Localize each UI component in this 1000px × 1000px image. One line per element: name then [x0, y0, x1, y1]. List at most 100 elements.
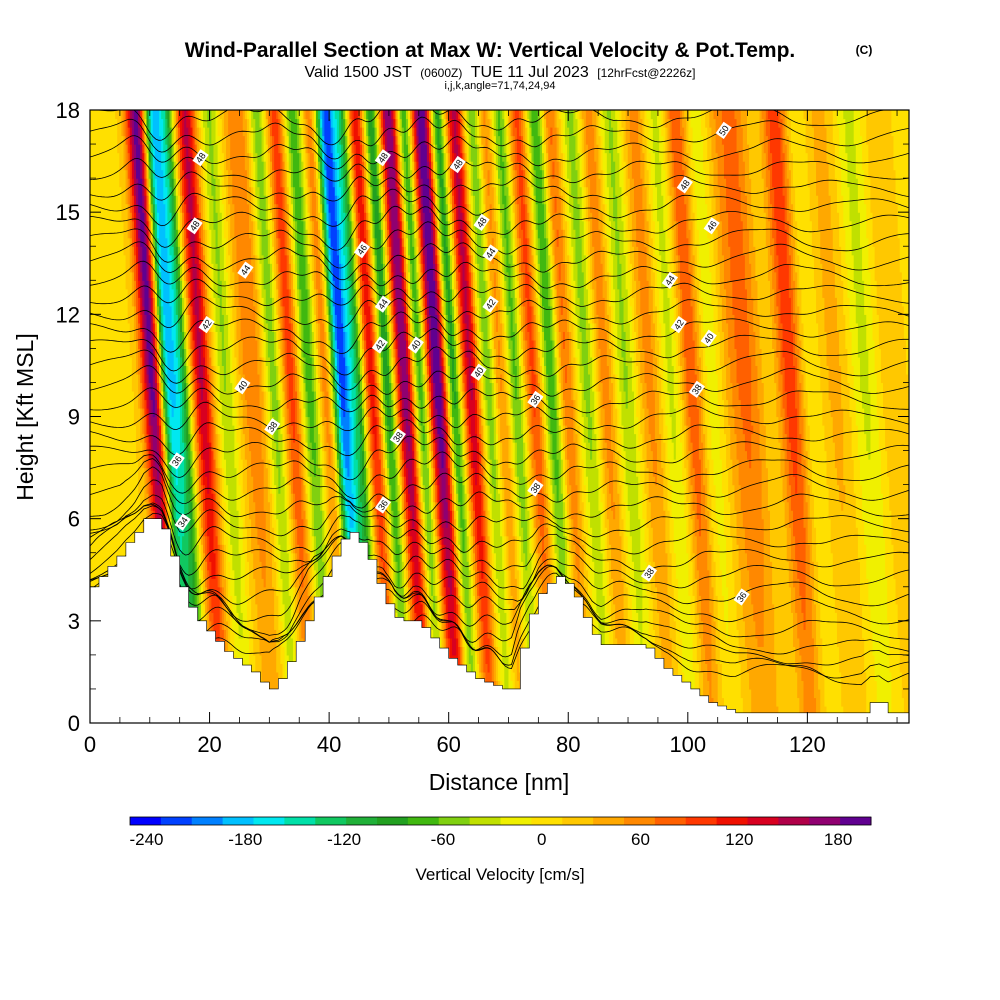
- colorbar-swatch: [685, 817, 718, 825]
- theta-contour-label: 48: [449, 155, 466, 174]
- x-tick-label: 40: [317, 732, 341, 757]
- colorbar-tick-label: -180: [228, 830, 262, 849]
- y-tick-label: 12: [56, 302, 80, 327]
- theta-contour-label: 44: [237, 261, 254, 279]
- theta-contour: [90, 188, 909, 227]
- theta-contour-label-text: 36: [735, 590, 749, 604]
- colorbar-swatch: [222, 817, 255, 825]
- theta-contour-label: 44: [661, 271, 679, 289]
- theta-contour-label: 48: [374, 149, 392, 167]
- theta-contour: [90, 311, 909, 354]
- theta-contour: [90, 171, 909, 202]
- colorbar-swatch: [809, 817, 841, 825]
- theta-contour: [90, 458, 909, 509]
- y-tick-label: 3: [68, 609, 80, 634]
- colorbar-swatch: [593, 817, 625, 825]
- x-tick-label: 0: [84, 732, 96, 757]
- colorbar-swatch: [253, 817, 285, 825]
- theta-contour: [90, 296, 909, 329]
- theta-contour: [90, 156, 909, 184]
- theta-contour: [90, 557, 909, 679]
- theta-contour-label-text: 36: [376, 498, 390, 512]
- theta-contour: [90, 554, 909, 666]
- y-tick-label: 15: [56, 200, 80, 225]
- theta-contour-label-text: 40: [236, 379, 250, 393]
- theta-contour-label-text: 40: [702, 331, 716, 345]
- theta-contour-label-text: 42: [672, 318, 686, 332]
- colorbar-swatch: [716, 817, 749, 825]
- theta-contour-label-text: 42: [484, 297, 498, 311]
- x-tick-label: 80: [556, 732, 580, 757]
- theta-contour-label-text: 46: [705, 219, 719, 233]
- theta-contour: [90, 278, 909, 307]
- theta-contour-label-text: 48: [451, 158, 465, 172]
- theta-contour-label-text: 34: [176, 515, 190, 529]
- colorbar-swatch: [778, 817, 810, 825]
- theta-contour-label: 38: [688, 380, 705, 398]
- theta-contour: [90, 116, 909, 160]
- x-tick-label: 120: [789, 732, 826, 757]
- theta-contour-label: 48: [473, 213, 490, 232]
- theta-contour-label: 38: [640, 564, 658, 582]
- theta-contour-label-text: 38: [529, 481, 543, 495]
- colorbar-tick-label: 60: [631, 830, 650, 849]
- colorbar: -240 -180 -120 -60 0 60 120 180: [129, 816, 872, 849]
- x-tick-label: 100: [669, 732, 706, 757]
- theta-contour-label: 40: [407, 336, 424, 354]
- x-tick-label: 20: [197, 732, 221, 757]
- theta-contour-label: 40: [234, 377, 251, 395]
- colorbar-swatch: [346, 817, 378, 825]
- x-axis: 0 20 40 60 80 100 120: [84, 110, 898, 757]
- colorbar-swatch: [562, 817, 594, 825]
- colorbar-swatch: [160, 817, 193, 825]
- theta-contour-label-text: 38: [265, 420, 279, 434]
- y-axis-label: Height [Kft MSL]: [12, 333, 38, 500]
- theta-contour: [90, 205, 909, 251]
- theta-contour-label-text: 36: [529, 393, 543, 407]
- theta-contour-label: 34: [174, 513, 191, 531]
- theta-contour-label-text: 38: [690, 382, 704, 396]
- theta-contour: [90, 451, 909, 500]
- terrain: [90, 518, 909, 723]
- theta-contour: [90, 346, 909, 391]
- y-tick-label: 6: [68, 507, 80, 532]
- theta-contour-label: 40: [470, 363, 487, 381]
- theta-contour-label: 44: [482, 244, 499, 262]
- colorbar-swatch: [191, 817, 224, 825]
- theta-contour: [90, 513, 909, 625]
- theta-contour-label-text: 44: [484, 246, 498, 260]
- theta-contour-label: 36: [527, 390, 544, 409]
- valid-prefix: Valid 1500 JST: [305, 64, 413, 81]
- theta-contour: [90, 435, 909, 481]
- colorbar-swatch: [624, 817, 656, 825]
- chart-title: Wind-Parallel Section at Max W: Vertical…: [185, 39, 796, 62]
- y-tick-label: 0: [68, 711, 80, 736]
- plot-area: 48 48 44 42 40 38 36 34 48 46 44 42 40 38 36 48 48 44 42 40…: [90, 110, 909, 723]
- copyright-mark: (C): [856, 43, 873, 57]
- theta-contour-label-text: 42: [200, 318, 214, 332]
- theta-contour: [90, 466, 909, 520]
- forecast-info: [12hrFcst@2226z]: [597, 66, 695, 80]
- colorbar-tick-label: 180: [824, 830, 852, 849]
- theta-contour-label: 38: [264, 418, 281, 436]
- colorbar-swatch: [315, 817, 347, 825]
- theta-contour: [90, 419, 909, 457]
- grid-indices: i,j,k,angle=71,74,24,94: [444, 80, 555, 92]
- theta-contour-label: 38: [389, 428, 407, 446]
- theta-contour-labels: 48 48 44 42 40 38 36 34 48 46 44 42 40 38 36 48 48 44 42 40…: [168, 121, 750, 606]
- theta-contour-label-text: 46: [355, 243, 369, 257]
- theta-contour: [90, 401, 909, 432]
- theta-contour-label-text: 36: [170, 454, 184, 468]
- theta-contour: [90, 365, 909, 401]
- colorbar-swatch: [469, 817, 502, 825]
- colorbar-tick-label: 0: [537, 830, 546, 849]
- theta-contour-label-text: 48: [678, 178, 692, 192]
- theta-contour-label-text: 44: [239, 263, 253, 277]
- theta-contour: [90, 221, 909, 269]
- colorbar-swatch: [747, 817, 779, 825]
- theta-contour: [90, 543, 909, 655]
- y-tick-label: 18: [56, 98, 80, 123]
- theta-contour-label-text: 48: [194, 151, 208, 165]
